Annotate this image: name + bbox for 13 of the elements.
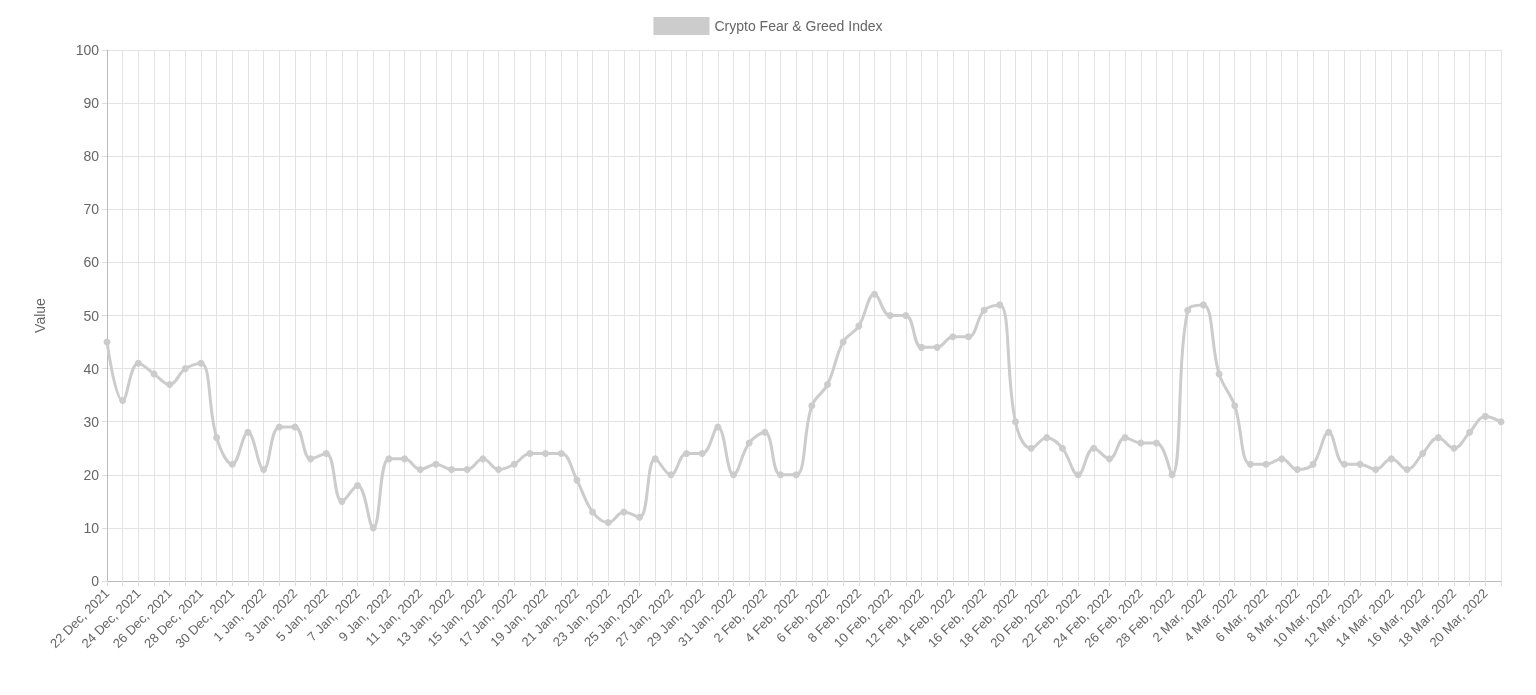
y-tick-label: 40	[83, 360, 100, 377]
y-tick-label: 30	[83, 413, 100, 430]
y-tick-label: 70	[83, 201, 100, 218]
y-tick-label: 20	[83, 466, 100, 483]
y-axis-title: Value	[32, 297, 48, 333]
y-tick-label: 90	[83, 95, 100, 112]
y-tick-label: 100	[75, 42, 100, 58]
y-tick-label: 0	[91, 573, 100, 589]
y-tick-label: 50	[83, 307, 100, 324]
y-tick-label: 10	[83, 519, 100, 536]
y-tick-label: 80	[83, 148, 100, 165]
legend-label: Crypto Fear & Greed Index	[714, 18, 883, 34]
y-tick-label: 60	[83, 254, 100, 271]
